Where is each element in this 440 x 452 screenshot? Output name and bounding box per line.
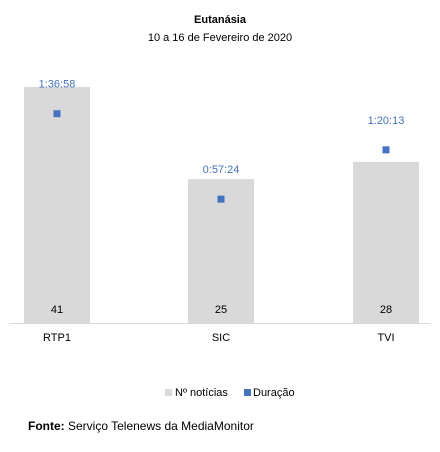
source-note: Fonte: Serviço Telenews da MediaMonitor [28, 419, 254, 433]
bar-value-label: 28 [380, 304, 392, 316]
duration-marker [217, 195, 225, 203]
legend-swatch-count [165, 389, 172, 396]
chart-title: Eutanásia [194, 14, 247, 26]
duration-label: 0:57:24 [203, 164, 240, 176]
legend-label-duration: Duração [253, 387, 295, 399]
duration-marker [53, 110, 61, 118]
duration-marker [382, 146, 390, 154]
legend-swatch-duration [244, 389, 251, 396]
plot-area: 41 RTP1 1:36:58 25 SIC 0:57:24 28 TVI 1:20:13 [10, 79, 430, 344]
bar-value-label: 25 [215, 304, 227, 316]
bar-tvi [353, 161, 419, 323]
legend-label-count: Nº notícias [175, 387, 228, 399]
source-label: Fonte: [28, 419, 65, 433]
duration-label: 1:36:58 [39, 79, 76, 91]
source-text: Serviço Telenews da MediaMonitor [64, 419, 254, 433]
legend: Nº notícias Duração [165, 387, 295, 399]
duration-label: 1:20:13 [368, 115, 405, 127]
bar-rtp1 [24, 87, 90, 324]
chart-subtitle: 10 a 16 de Fevereiro de 2020 [148, 32, 292, 44]
chart-canvas: Eutanásia 10 a 16 de Fevereiro de 2020 4… [10, 14, 430, 399]
category-label: RTP1 [43, 332, 71, 344]
category-label: SIC [212, 332, 230, 344]
bar-value-label: 41 [51, 304, 63, 316]
bar-sic [188, 179, 254, 323]
category-label: TVI [377, 332, 394, 344]
